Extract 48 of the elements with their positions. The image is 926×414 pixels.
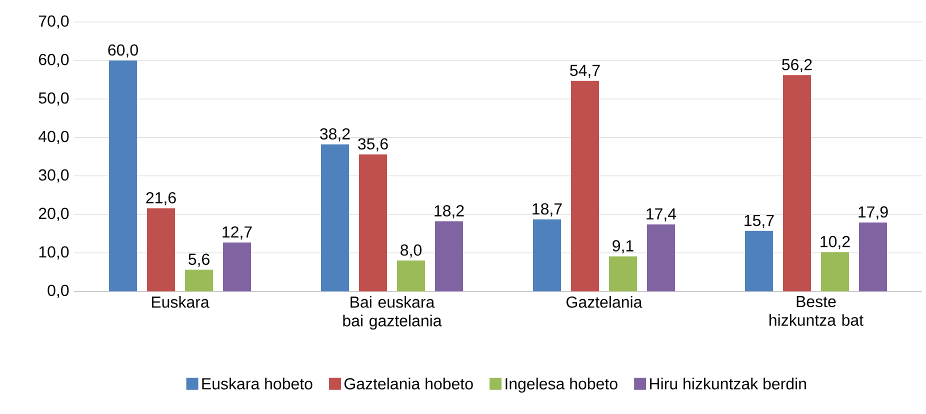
data-label: 12,7 bbox=[222, 226, 252, 240]
bar bbox=[109, 60, 138, 292]
y-tick-label: 70,0 bbox=[38, 15, 69, 29]
data-label: 60,0 bbox=[108, 44, 138, 58]
bar bbox=[321, 144, 350, 292]
x-tick-label: Beste hizkuntza bat bbox=[770, 296, 864, 326]
data-label: 38,2 bbox=[320, 128, 350, 142]
bar bbox=[646, 224, 675, 292]
data-label: 10,2 bbox=[820, 236, 850, 250]
data-label: 18,7 bbox=[532, 203, 562, 216]
bar bbox=[147, 208, 176, 292]
bar bbox=[185, 270, 214, 292]
y-tick-label: 10,0 bbox=[39, 246, 69, 260]
x-tick-label: Gaztelania bbox=[566, 296, 642, 308]
bar bbox=[435, 221, 464, 292]
bar bbox=[744, 230, 773, 292]
data-label: 54,7 bbox=[570, 64, 600, 78]
data-label: 35,6 bbox=[358, 138, 388, 152]
data-label: 8,0 bbox=[400, 244, 422, 258]
bar bbox=[533, 219, 561, 292]
x-tick-label: Bai euskara bai gaztelania bbox=[343, 296, 442, 330]
bar bbox=[359, 154, 388, 292]
legend-label: Gaztelania hobeto bbox=[344, 378, 473, 390]
x-tick-label: Euskara bbox=[152, 296, 210, 308]
y-tick-label: 20,0 bbox=[38, 208, 69, 221]
data-label: 9,1 bbox=[612, 240, 634, 254]
data-label: 17,4 bbox=[646, 208, 676, 222]
data-label: 21,6 bbox=[146, 192, 176, 206]
bar bbox=[570, 80, 599, 292]
bar bbox=[820, 252, 849, 292]
legend-label: Euskara hobeto bbox=[202, 378, 312, 390]
bar bbox=[608, 256, 637, 292]
legend-label: Hiru hizkuntzak berdin bbox=[650, 378, 806, 390]
legend-label: Ingelesa hobeto bbox=[506, 378, 618, 393]
y-tick-label: 40,0 bbox=[38, 130, 69, 144]
y-tick-label: 50,0 bbox=[38, 92, 69, 106]
bar bbox=[782, 75, 811, 292]
bar bbox=[397, 260, 426, 292]
data-label: 5,6 bbox=[188, 254, 210, 267]
data-label: 17,9 bbox=[858, 206, 888, 220]
y-tick-label: 30,0 bbox=[38, 169, 69, 183]
data-label: 56,2 bbox=[782, 58, 812, 72]
data-label: 15,7 bbox=[744, 214, 774, 228]
y-tick-label: 0,0 bbox=[48, 284, 69, 298]
bar bbox=[858, 222, 887, 292]
data-label: 18,2 bbox=[434, 205, 464, 218]
y-tick-label: 60,0 bbox=[38, 54, 69, 68]
bar bbox=[223, 242, 252, 292]
